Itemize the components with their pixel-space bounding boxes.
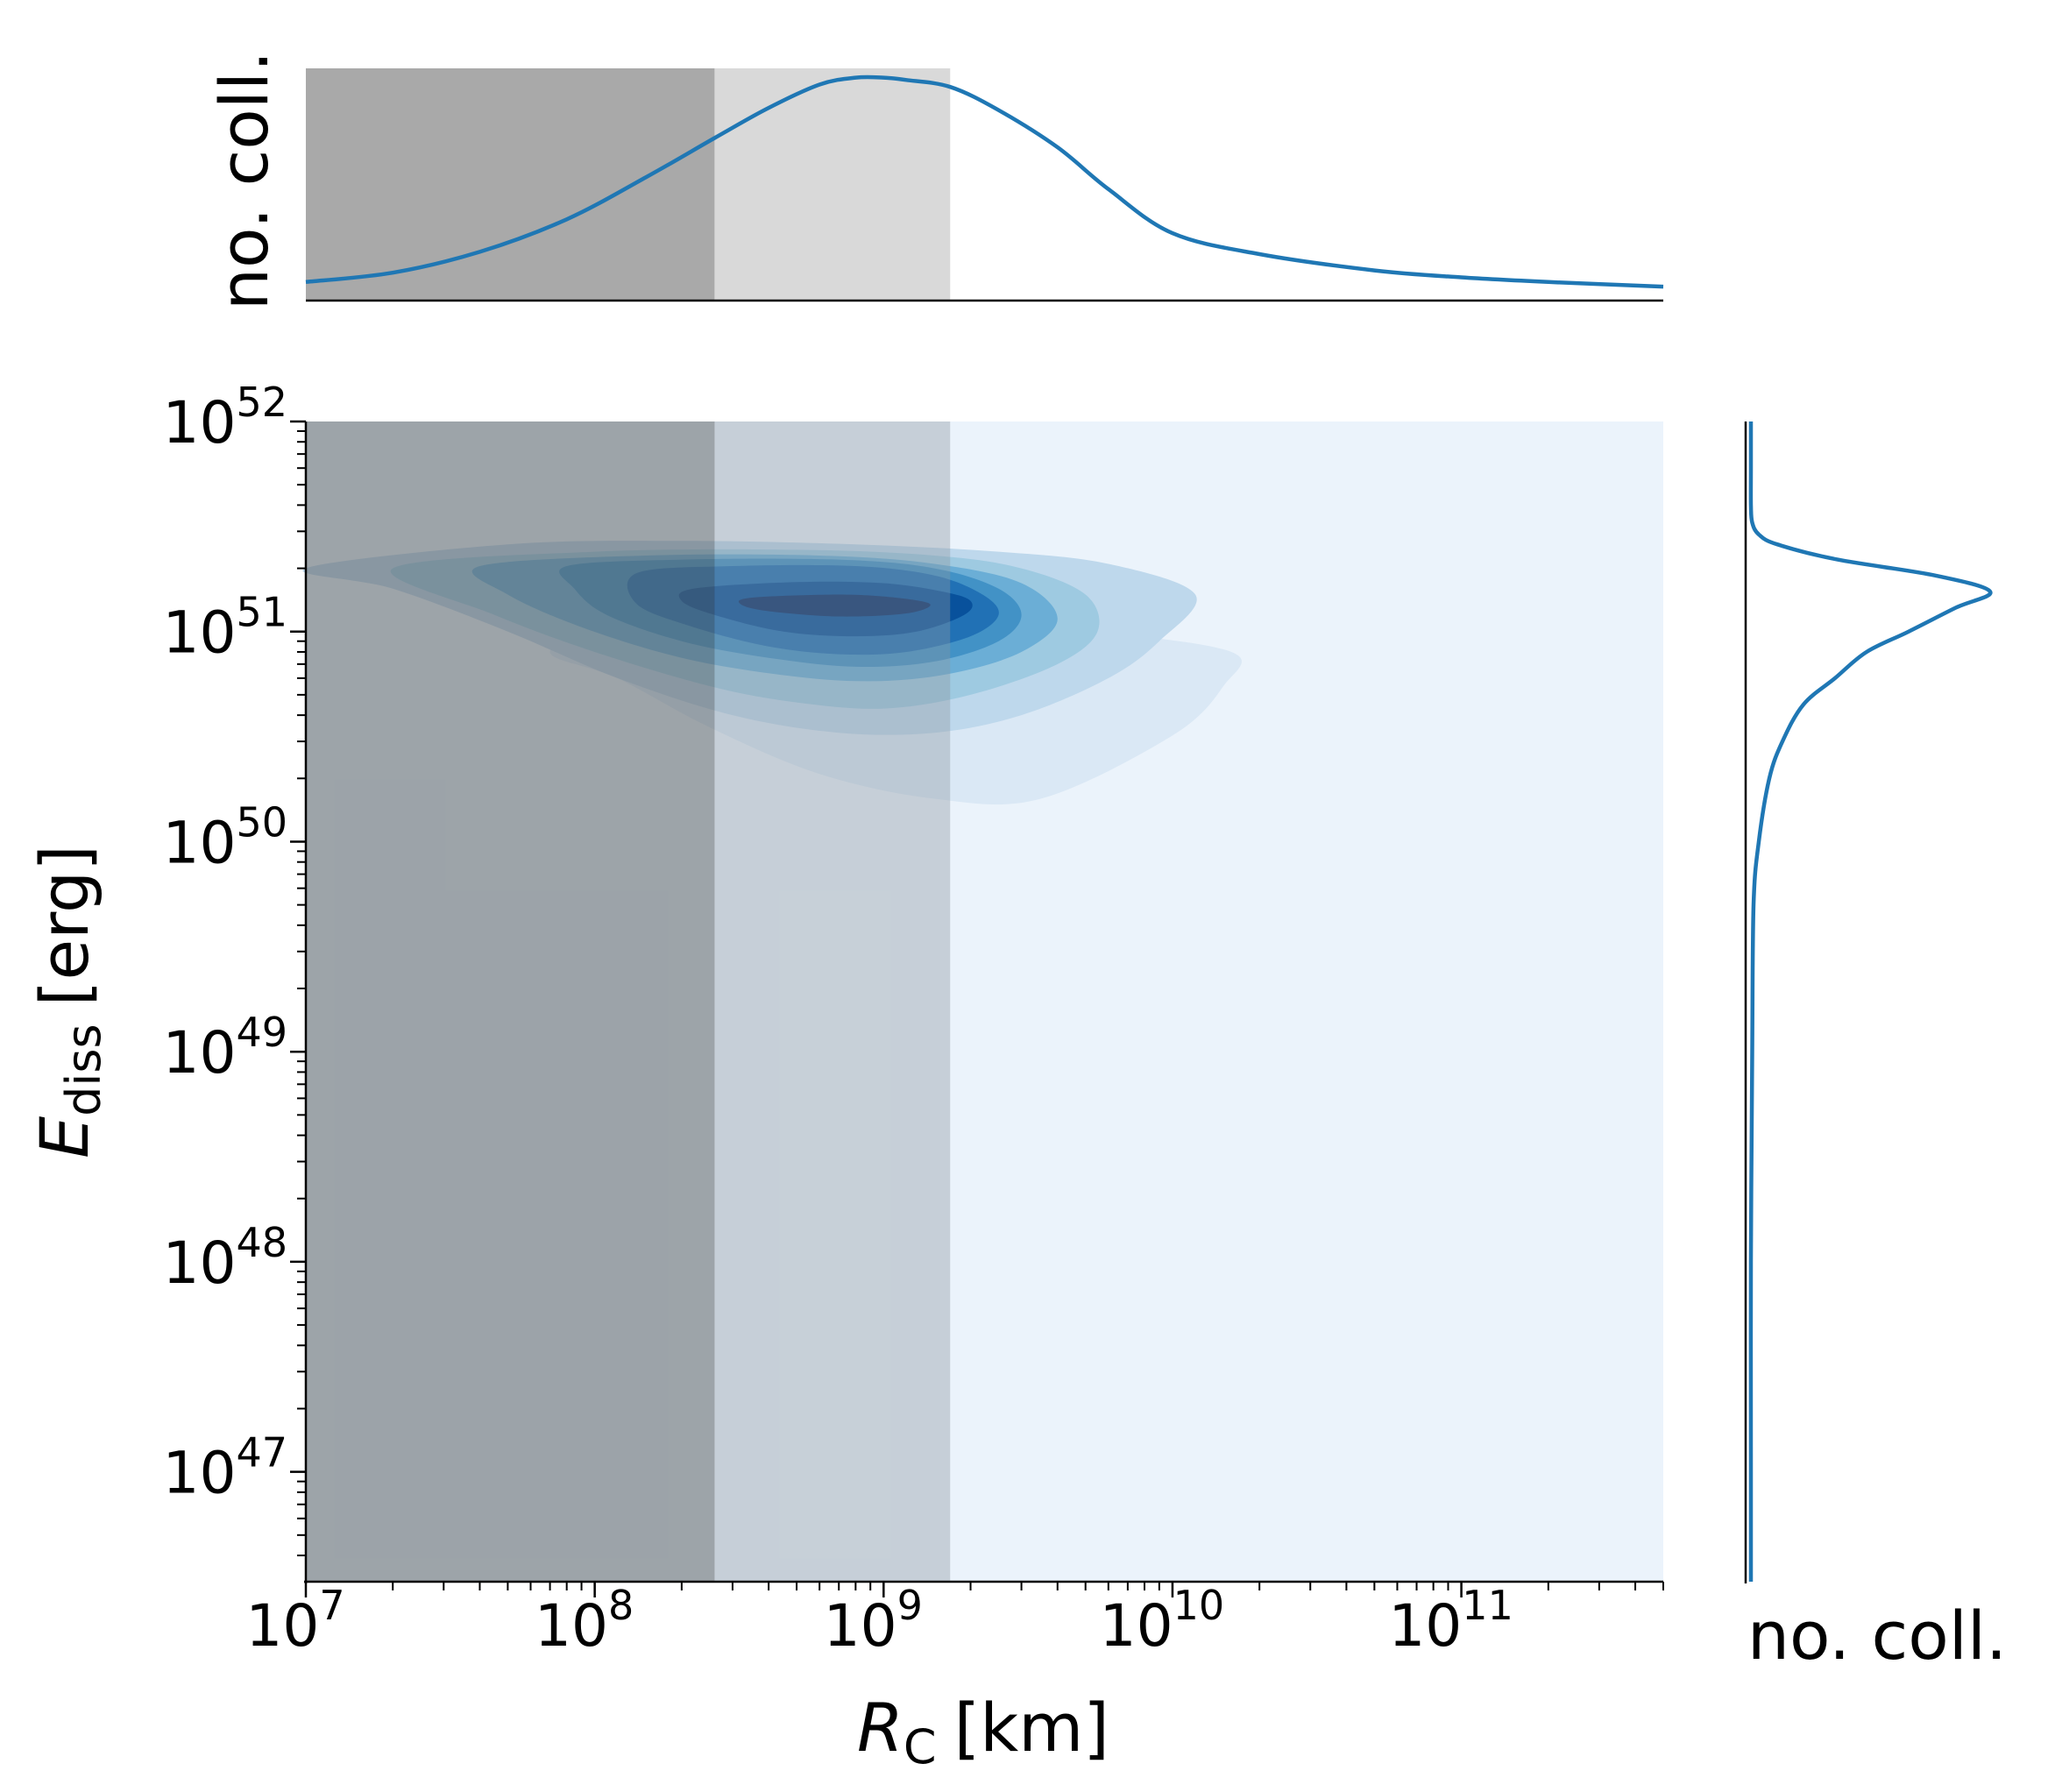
x-axis-label-unit: [km] — [954, 1689, 1109, 1767]
y-tick-label-exponent: 48 — [236, 1219, 287, 1266]
y-tick-label-base: 10 — [162, 1229, 236, 1297]
kde-contours — [302, 541, 1242, 805]
y-tick-label-exponent: 47 — [236, 1429, 287, 1477]
y-axis-label-unit: [erg] — [25, 845, 103, 1006]
x-tick-label-exponent: 9 — [897, 1582, 923, 1629]
y-tick-label: 1048 — [162, 1219, 287, 1297]
x-tick-label-exponent: 7 — [319, 1582, 344, 1629]
y-axis-label-main: E — [25, 1116, 103, 1158]
x-tick-label-exponent: 10 — [1173, 1582, 1225, 1629]
x-tick-label: 107 — [245, 1582, 344, 1660]
y-tick-label-exponent: 50 — [236, 798, 287, 846]
top-marginal-curve — [305, 74, 1664, 289]
top-shaded-region-1 — [306, 68, 715, 301]
main-panel: 107 108 109 1010 1011 1047104810491050105110… — [25, 379, 1664, 1774]
main-shaded-regions — [306, 421, 951, 1582]
x-axis-label: RC [km] — [857, 1689, 1109, 1774]
y-axis-label: Ediss [erg] — [25, 845, 111, 1158]
y-tick-label-base: 10 — [162, 599, 236, 667]
x-tick-label: 109 — [824, 1582, 923, 1660]
x-axis-label-sub: C — [903, 1719, 937, 1774]
y-tick-label-base: 10 — [162, 389, 236, 457]
top-shaded-region-2 — [714, 68, 951, 301]
x-tick-label-base: 10 — [535, 1592, 608, 1660]
y-tick-label: 1050 — [162, 798, 287, 876]
y-axis-label-sub: diss — [56, 1023, 111, 1116]
x-tick-label: 1010 — [1100, 1582, 1225, 1660]
x-tick-label-base: 10 — [824, 1592, 897, 1660]
x-axis-label-main: R — [857, 1689, 903, 1767]
y-tick-label-base: 10 — [162, 809, 236, 876]
x-tick-label-base: 10 — [245, 1592, 319, 1660]
top-marginal-panel: no. coll. — [205, 51, 1664, 310]
right-marginal-curve — [1748, 421, 1993, 1582]
y-tick-label-base: 10 — [162, 1019, 236, 1087]
x-axis-ticks: 107 108 109 1010 1011 — [245, 1582, 1664, 1660]
y-tick-label-exponent: 52 — [236, 379, 287, 426]
x-tick-label-exponent: 8 — [608, 1582, 634, 1629]
right-marginal-xlabel: no. coll. — [1747, 1597, 2007, 1675]
main-shaded-region-2 — [714, 421, 951, 1582]
x-tick-label-base: 10 — [1100, 1592, 1173, 1660]
top-shaded-regions — [306, 68, 951, 301]
main-shaded-region-1 — [306, 421, 715, 1582]
y-tick-label: 1047 — [162, 1429, 287, 1507]
contour-level-8 — [738, 594, 931, 617]
y-tick-label-base: 10 — [162, 1440, 236, 1507]
y-tick-label: 1052 — [162, 379, 287, 457]
x-tick-label-exponent: 11 — [1462, 1582, 1513, 1629]
top-marginal-ylabel: no. coll. — [205, 51, 283, 310]
y-tick-label-exponent: 49 — [236, 1009, 287, 1056]
x-tick-label: 108 — [535, 1582, 634, 1660]
y-tick-label: 1049 — [162, 1009, 287, 1087]
right-marginal-panel: no. coll. — [1744, 421, 2007, 1675]
y-tick-label-exponent: 51 — [236, 589, 287, 636]
x-tick-label: 1011 — [1388, 1582, 1513, 1660]
y-tick-label: 1051 — [162, 589, 287, 667]
x-tick-label-base: 10 — [1388, 1592, 1462, 1660]
